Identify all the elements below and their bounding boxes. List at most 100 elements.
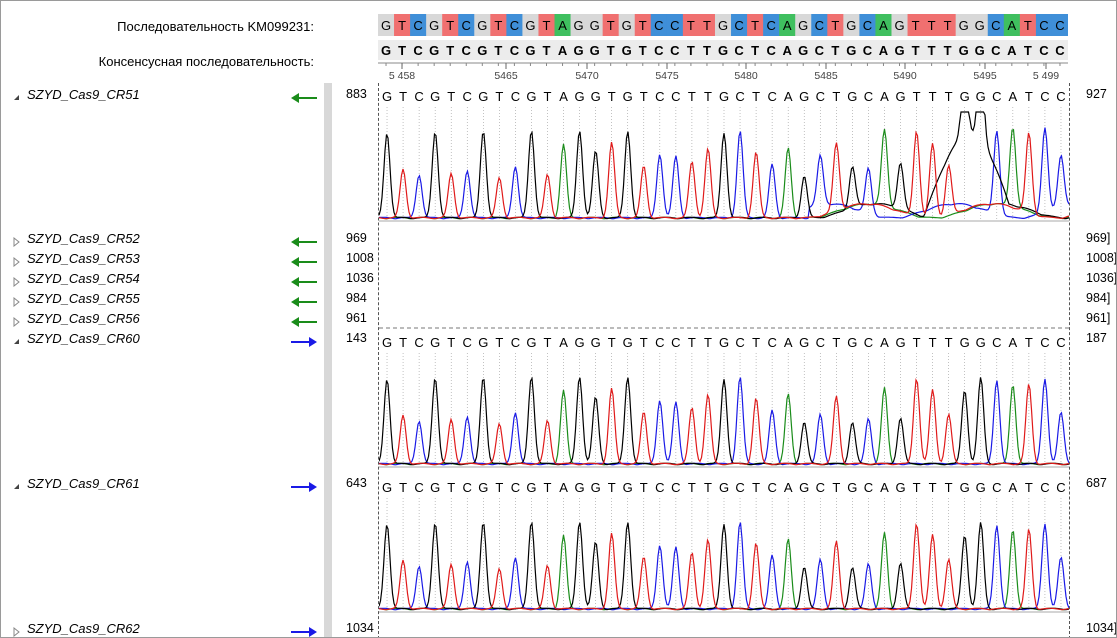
collapsed-triangle-icon[interactable] <box>13 254 21 268</box>
collapsed-triangle-icon[interactable] <box>13 624 21 637</box>
reference-base-cell[interactable] <box>554 14 572 36</box>
reference-base-letter: T <box>703 18 711 33</box>
called-base-letter: C <box>655 89 664 104</box>
reference-base-letter: G <box>975 18 985 33</box>
read-name[interactable]: SZYD_Cas9_CR54 <box>27 271 140 286</box>
read-name[interactable]: SZYD_Cas9_CR55 <box>27 291 140 306</box>
collapsed-triangle-icon[interactable] <box>13 294 21 308</box>
reference-base-cell[interactable] <box>811 14 828 36</box>
reference-base-cell[interactable] <box>538 14 556 36</box>
read-name[interactable]: SZYD_Cas9_CR56 <box>27 311 140 326</box>
reference-base-cell[interactable] <box>923 14 941 36</box>
reference-base-cell[interactable] <box>891 14 909 36</box>
read-name[interactable]: SZYD_Cas9_CR51 <box>27 87 140 102</box>
reference-base-cell[interactable] <box>394 14 411 36</box>
reference-base-cell[interactable] <box>682 14 700 36</box>
called-base-letter: T <box>399 335 407 350</box>
read-row[interactable]: SZYD_Cas9_CR62 <box>1 621 331 637</box>
reference-base-cell[interactable] <box>378 14 395 36</box>
expanded-triangle-icon[interactable] <box>13 334 21 344</box>
panel-splitter[interactable] <box>324 83 332 637</box>
read-row[interactable]: SZYD_Cas9_CR60 <box>1 331 331 349</box>
read-name[interactable]: SZYD_Cas9_CR60 <box>27 331 140 346</box>
reference-base-cell[interactable] <box>410 14 427 36</box>
reference-base-cell[interactable] <box>971 14 989 36</box>
reference-base-cell[interactable] <box>602 14 620 36</box>
reference-base-cell[interactable] <box>747 14 764 36</box>
called-base-letter: C <box>671 480 680 495</box>
read-row[interactable]: SZYD_Cas9_CR54 <box>1 271 331 289</box>
reference-base-cell[interactable] <box>618 14 636 36</box>
read-name[interactable]: SZYD_Cas9_CR53 <box>27 251 140 266</box>
reference-base-cell[interactable] <box>586 14 604 36</box>
reference-base-cell[interactable] <box>634 14 652 36</box>
read-list-panel: SZYD_Cas9_CR51 SZYD_Cas9_CR52 SZYD_Cas9_CR… <box>1 83 324 637</box>
read-row[interactable]: SZYD_Cas9_CR55 <box>1 291 331 309</box>
read-row[interactable]: SZYD_Cas9_CR61 <box>1 476 331 494</box>
called-base-letter: T <box>945 89 953 104</box>
reference-base-cell[interactable] <box>490 14 507 36</box>
collapsed-triangle-icon[interactable] <box>13 314 21 328</box>
reference-base-cell[interactable] <box>827 14 844 36</box>
reference-base-cell[interactable] <box>1035 14 1053 36</box>
called-base-letter: C <box>671 89 680 104</box>
read-start-position: 969 <box>346 231 367 245</box>
read-start-position: 1036 <box>346 271 374 285</box>
reference-base-cell[interactable] <box>442 14 459 36</box>
reference-base-letter: C <box>734 18 743 33</box>
reference-base-cell[interactable] <box>795 14 812 36</box>
reference-base-letter: G <box>846 18 856 33</box>
reference-base-cell[interactable] <box>1003 14 1021 36</box>
reference-base-cell[interactable] <box>987 14 1005 36</box>
ruler-tick-label: 5475 <box>655 70 679 82</box>
reference-base-cell[interactable] <box>939 14 957 36</box>
trace-t <box>379 378 1069 466</box>
read-name[interactable]: SZYD_Cas9_CR62 <box>27 621 140 636</box>
collapsed-triangle-icon[interactable] <box>13 234 21 248</box>
trace-g <box>379 111 1069 220</box>
read-name[interactable]: SZYD_Cas9_CR52 <box>27 231 140 246</box>
read-row[interactable]: SZYD_Cas9_CR51 <box>1 87 331 105</box>
reference-base-letter: G <box>959 18 969 33</box>
reference-base-cell[interactable] <box>907 14 925 36</box>
called-base-letter: G <box>430 89 440 104</box>
reference-base-cell[interactable] <box>714 14 732 36</box>
reference-base-cell[interactable] <box>426 14 443 36</box>
reference-base-cell[interactable] <box>955 14 973 36</box>
reference-base-cell[interactable] <box>474 14 491 36</box>
reference-base-letter: T <box>912 18 920 33</box>
read-row[interactable]: SZYD_Cas9_CR52 <box>1 231 331 249</box>
reference-base-cell[interactable] <box>843 14 860 36</box>
read-row[interactable]: SZYD_Cas9_CR53 <box>1 251 331 269</box>
called-base-letter: C <box>511 335 520 350</box>
reference-base-cell[interactable] <box>698 14 716 36</box>
reference-base-cell[interactable] <box>779 14 796 36</box>
expanded-triangle-icon[interactable] <box>13 90 21 100</box>
reference-base-cell[interactable] <box>875 14 892 36</box>
expanded-triangle-icon[interactable] <box>13 479 21 489</box>
reference-base-cell[interactable] <box>731 14 748 36</box>
reference-base-cell[interactable] <box>570 14 588 36</box>
position-ruler: 5 458 5465 5470 5475 5480 5485 5490 5495 5 499 <box>378 62 1068 82</box>
read-name[interactable]: SZYD_Cas9_CR61 <box>27 476 140 491</box>
read-end-position: 687 <box>1086 476 1107 490</box>
reference-base-cell[interactable] <box>522 14 539 36</box>
collapsed-triangle-icon[interactable] <box>13 274 21 288</box>
reference-base-cell[interactable] <box>506 14 523 36</box>
reference-base-cell[interactable] <box>859 14 876 36</box>
read-row[interactable]: SZYD_Cas9_CR56 <box>1 311 331 329</box>
reference-base-cell[interactable] <box>763 14 780 36</box>
reference-base-cell[interactable] <box>666 14 684 36</box>
called-base-letter: T <box>688 89 696 104</box>
reference-base-cell[interactable] <box>650 14 668 36</box>
ruler-tick-label: 5465 <box>494 70 518 82</box>
reference-base-letter: T <box>607 18 615 33</box>
reference-base-cell[interactable] <box>1051 14 1068 36</box>
reference-base-cell[interactable] <box>458 14 475 36</box>
reference-base-cell[interactable] <box>1019 14 1037 36</box>
called-base-letter: T <box>399 89 407 104</box>
